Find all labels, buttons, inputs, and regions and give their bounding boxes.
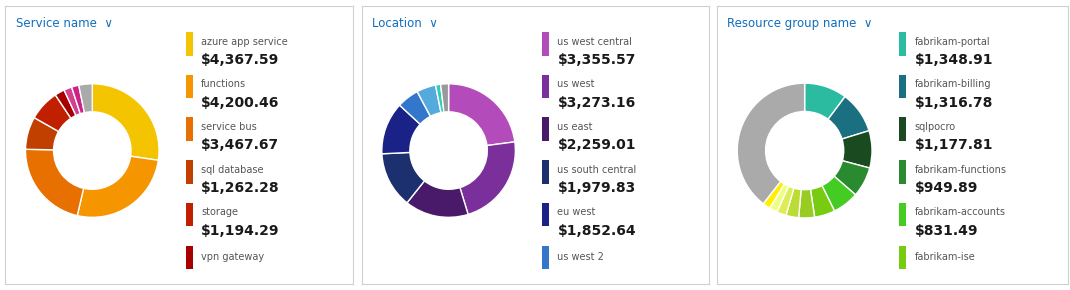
Text: functions: functions: [201, 79, 246, 89]
Text: us south central: us south central: [557, 165, 637, 175]
Wedge shape: [460, 142, 516, 214]
Wedge shape: [72, 85, 85, 114]
Wedge shape: [763, 182, 784, 208]
Wedge shape: [448, 84, 515, 146]
Wedge shape: [805, 83, 845, 119]
Text: $1,852.64: $1,852.64: [557, 224, 636, 238]
Text: $4,367.59: $4,367.59: [201, 53, 279, 67]
Text: fabrikam-accounts: fabrikam-accounts: [915, 207, 1006, 218]
Text: us west: us west: [557, 79, 595, 89]
Wedge shape: [26, 118, 59, 150]
Text: azure app service: azure app service: [201, 37, 288, 47]
Text: $2,259.01: $2,259.01: [557, 138, 636, 153]
Text: $1,177.81: $1,177.81: [915, 138, 993, 153]
Wedge shape: [77, 156, 158, 217]
Text: service bus: service bus: [201, 122, 257, 132]
Text: $1,194.29: $1,194.29: [201, 224, 279, 238]
Text: storage: storage: [201, 207, 239, 218]
Text: Resource group name  ∨: Resource group name ∨: [728, 17, 873, 30]
Wedge shape: [835, 161, 870, 195]
Wedge shape: [382, 153, 425, 203]
Wedge shape: [828, 97, 869, 139]
Wedge shape: [26, 149, 83, 216]
Text: $3,467.67: $3,467.67: [201, 138, 279, 153]
Wedge shape: [810, 186, 835, 217]
Wedge shape: [777, 186, 794, 215]
Wedge shape: [786, 188, 801, 218]
Wedge shape: [64, 87, 80, 115]
Text: $3,273.16: $3,273.16: [557, 96, 636, 110]
Wedge shape: [34, 95, 71, 131]
Text: sqlpocro: sqlpocro: [915, 122, 956, 132]
Text: Service name  ∨: Service name ∨: [16, 17, 112, 30]
Text: $1,262.28: $1,262.28: [201, 181, 279, 195]
Wedge shape: [737, 83, 805, 204]
Wedge shape: [822, 176, 856, 211]
Wedge shape: [92, 84, 159, 160]
Wedge shape: [407, 181, 468, 217]
Wedge shape: [79, 84, 92, 113]
Text: $949.89: $949.89: [915, 181, 978, 195]
Wedge shape: [769, 184, 789, 212]
Text: Location  ∨: Location ∨: [372, 17, 438, 30]
Text: $4,200.46: $4,200.46: [201, 96, 279, 110]
Text: vpn gateway: vpn gateway: [201, 252, 264, 262]
Text: us west 2: us west 2: [557, 252, 605, 262]
Wedge shape: [56, 90, 76, 118]
Text: fabrikam-billing: fabrikam-billing: [915, 79, 991, 89]
Wedge shape: [417, 85, 441, 116]
Wedge shape: [441, 84, 448, 112]
Text: us west central: us west central: [557, 37, 632, 47]
Text: $1,348.91: $1,348.91: [915, 53, 993, 67]
Wedge shape: [382, 105, 421, 154]
Wedge shape: [798, 189, 814, 218]
Text: $3,355.57: $3,355.57: [557, 53, 636, 67]
Text: us east: us east: [557, 122, 593, 132]
Text: $1,316.78: $1,316.78: [915, 96, 993, 110]
Wedge shape: [435, 84, 444, 113]
Text: eu west: eu west: [557, 207, 596, 218]
Text: $1,979.83: $1,979.83: [557, 181, 636, 195]
Wedge shape: [399, 92, 430, 124]
Text: sql database: sql database: [201, 165, 263, 175]
Text: fabrikam-functions: fabrikam-functions: [915, 165, 1007, 175]
Text: fabrikam-ise: fabrikam-ise: [915, 252, 975, 262]
Text: fabrikam-portal: fabrikam-portal: [915, 37, 990, 47]
Wedge shape: [842, 131, 872, 168]
Text: $831.49: $831.49: [915, 224, 978, 238]
